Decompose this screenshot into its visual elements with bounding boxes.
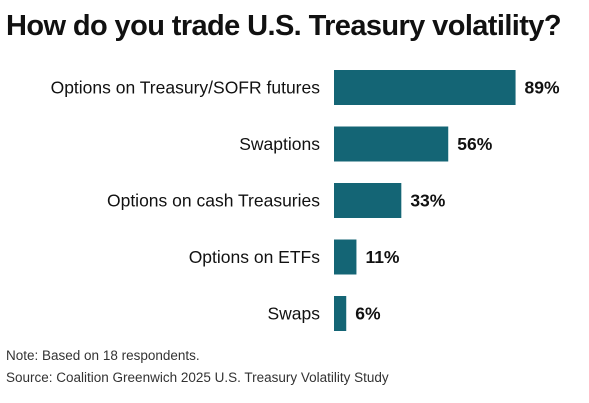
category-label-options-on-cash-treasuries: Options on cash Treasuries xyxy=(107,191,320,211)
bar-swaps xyxy=(334,296,347,331)
value-label-options-on-etfs: 11% xyxy=(365,247,399,267)
chart-source: Source: Coalition Greenwich 2025 U.S. Tr… xyxy=(6,370,389,385)
value-label-swaptions: 56% xyxy=(457,134,492,154)
value-label-options-on-treasury-sofr-futures: 89% xyxy=(525,78,560,98)
category-label-options-on-etfs: Options on ETFs xyxy=(189,247,321,267)
value-label-options-on-cash-treasuries: 33% xyxy=(410,191,445,211)
bar-options-on-etfs xyxy=(334,239,357,275)
bar-swaptions xyxy=(334,126,449,162)
category-label-swaps: Swaps xyxy=(267,304,320,324)
category-label-swaptions: Swaptions xyxy=(239,134,320,154)
chart-title: How do you trade U.S. Treasury volatilit… xyxy=(6,10,562,42)
value-label-swaps: 6% xyxy=(355,304,381,324)
bar-options-on-cash-treasuries xyxy=(334,183,402,218)
chart-note: Note: Based on 18 respondents. xyxy=(6,348,200,363)
category-label-options-on-treasury-sofr-futures: Options on Treasury/SOFR futures xyxy=(51,78,321,98)
bar-options-on-treasury-sofr-futures xyxy=(334,70,516,105)
